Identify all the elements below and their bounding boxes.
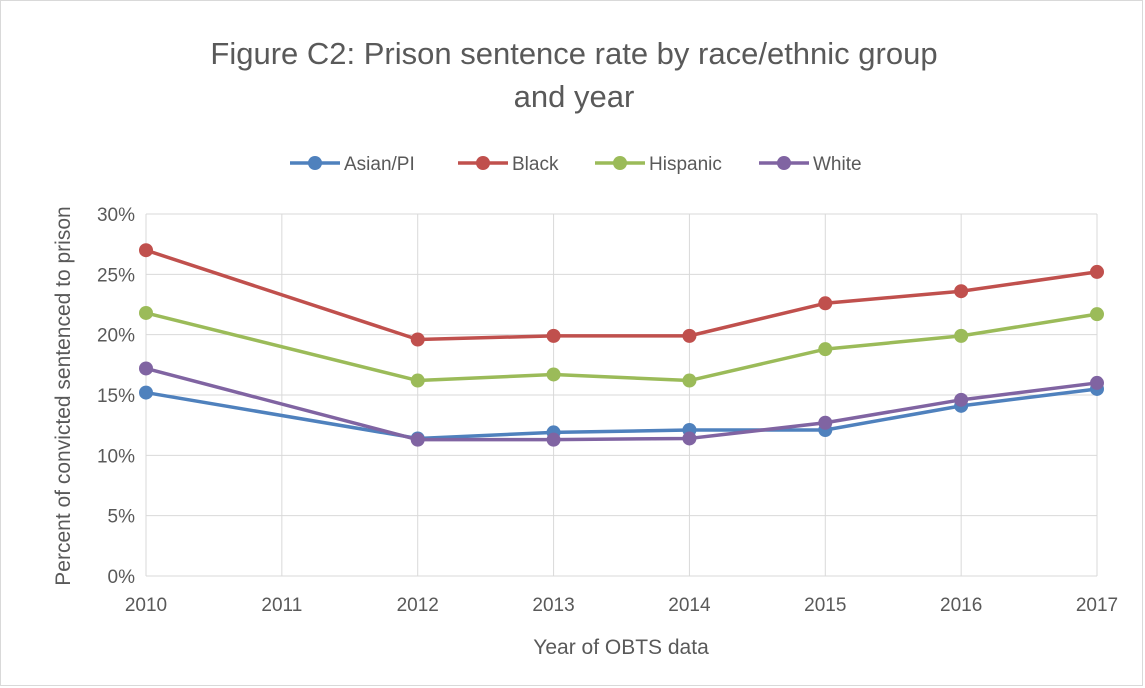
y-tick-label: 30% bbox=[97, 205, 135, 226]
legend-item-white: White bbox=[759, 154, 862, 175]
legend-item-black: Black bbox=[458, 154, 559, 175]
series-line-hispanic bbox=[145, 311, 1098, 383]
legend-marker bbox=[613, 156, 627, 170]
data-point-white bbox=[139, 361, 153, 376]
data-point-black bbox=[954, 284, 969, 299]
legend-marker bbox=[308, 156, 322, 170]
data-point-hispanic bbox=[546, 367, 561, 382]
y-tick-label: 0% bbox=[108, 567, 136, 588]
data-point-hispanic bbox=[818, 342, 833, 357]
data-point-hispanic bbox=[954, 328, 969, 343]
y-tick-label: 25% bbox=[97, 265, 135, 286]
x-tick-label: 2012 bbox=[397, 595, 439, 616]
data-point-black bbox=[1090, 264, 1104, 279]
y-axis-ticks: 0% 5% 10% 15% 20% 25% 30% bbox=[97, 205, 135, 588]
x-tick-label: 2010 bbox=[125, 595, 167, 616]
series-hispanic bbox=[139, 305, 1104, 388]
legend: Asian/PI Black Hispanic White bbox=[290, 154, 862, 175]
legend-marker bbox=[476, 156, 490, 170]
data-point-black bbox=[546, 328, 561, 343]
data-point-black bbox=[139, 243, 153, 258]
legend-item-hispanic: Hispanic bbox=[595, 154, 722, 175]
legend-label: Hispanic bbox=[649, 154, 722, 175]
legend-marker bbox=[777, 156, 791, 170]
chart-title-line-2: and year bbox=[514, 79, 635, 114]
legend-item-asian-pi: Asian/PI bbox=[290, 154, 415, 175]
data-point-white bbox=[954, 392, 969, 407]
series-line-black bbox=[145, 248, 1098, 342]
y-tick-label: 20% bbox=[97, 326, 135, 347]
series-white bbox=[139, 361, 1104, 447]
y-tick-label: 5% bbox=[108, 507, 136, 528]
x-tick-label: 2014 bbox=[668, 595, 711, 616]
x-tick-label: 2011 bbox=[261, 595, 302, 616]
data-point-black bbox=[410, 332, 425, 347]
data-point-asian-pi bbox=[139, 385, 153, 400]
data-point-hispanic bbox=[410, 373, 425, 388]
gridlines bbox=[145, 213, 1098, 577]
legend-label: Asian/PI bbox=[344, 154, 415, 175]
data-point-white bbox=[682, 431, 697, 446]
data-point-white bbox=[546, 432, 561, 447]
series-asian-pi bbox=[139, 381, 1104, 446]
x-tick-label: 2015 bbox=[804, 595, 846, 616]
series-line-asian-pi bbox=[145, 387, 1098, 441]
data-point-hispanic bbox=[1090, 307, 1104, 322]
x-tick-label: 2017 bbox=[1076, 595, 1118, 616]
series-black bbox=[139, 243, 1104, 347]
data-point-white bbox=[1090, 375, 1104, 390]
data-point-hispanic bbox=[139, 305, 153, 320]
data-point-black bbox=[682, 328, 697, 343]
data-point-hispanic bbox=[682, 373, 697, 388]
data-point-white bbox=[818, 415, 833, 430]
series-lines bbox=[139, 243, 1104, 447]
data-point-black bbox=[818, 296, 833, 311]
legend-label: White bbox=[813, 154, 862, 175]
chart-title-line-1: Figure C2: Prison sentence rate by race/… bbox=[210, 36, 937, 71]
y-tick-label: 10% bbox=[97, 446, 135, 467]
x-tick-label: 2013 bbox=[532, 595, 574, 616]
legend-label: Black bbox=[512, 154, 559, 175]
y-axis-title: Percent of convicted sentenced to prison bbox=[52, 206, 75, 585]
y-tick-label: 15% bbox=[97, 386, 135, 407]
x-axis-ticks: 2010 2011 2012 2013 2014 2015 2016 2017 bbox=[125, 595, 1118, 616]
x-tick-label: 2016 bbox=[940, 595, 982, 616]
x-axis-title: Year of OBTS data bbox=[533, 636, 709, 659]
data-point-white bbox=[410, 432, 425, 447]
